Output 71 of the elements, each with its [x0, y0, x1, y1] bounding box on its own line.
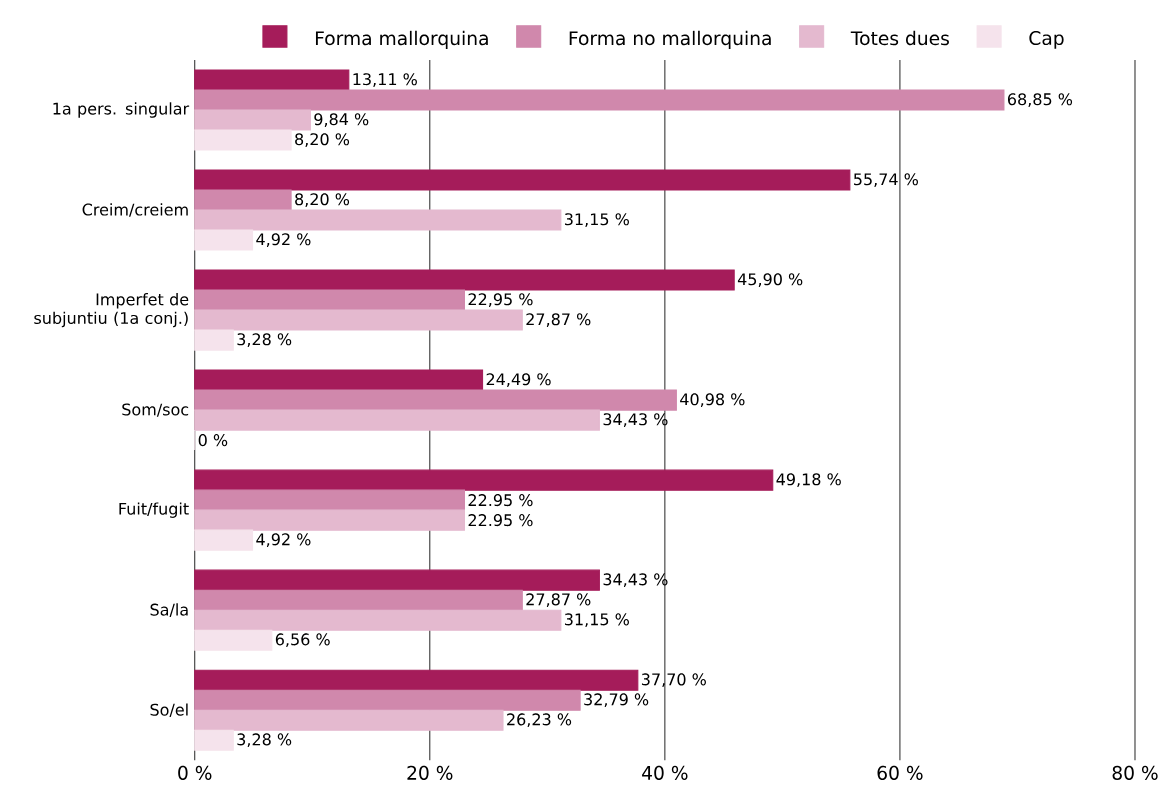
bar	[194, 589, 523, 611]
data-label: 49,18 %	[776, 473, 841, 488]
y-tick-label: Creim/creiem	[82, 203, 188, 217]
bar	[194, 709, 504, 731]
bar	[194, 109, 311, 131]
bar	[194, 469, 774, 491]
data-label: 34,43 %	[603, 413, 668, 428]
bar	[194, 189, 292, 211]
legend-label: Forma mallorquina	[315, 30, 488, 49]
bar	[194, 389, 677, 411]
bar	[194, 229, 254, 251]
bar	[194, 669, 639, 691]
data-label: 55,74 %	[854, 173, 918, 187]
bar	[194, 69, 350, 91]
legend-label: Cap	[1029, 31, 1064, 49]
data-label: 40,98 %	[680, 393, 745, 408]
y-tick-label: 1a pers. singular	[53, 102, 190, 118]
bar	[194, 569, 600, 591]
x-tick-label: 60 %	[877, 765, 923, 780]
data-label: 34,43 %	[603, 573, 668, 588]
y-tick-label: Imperfet de subjuntiu (1a conj.)	[34, 293, 189, 328]
legend-label: Forma no mallorquina	[569, 30, 771, 49]
bar	[194, 309, 523, 331]
bar	[194, 89, 1005, 111]
bar	[194, 409, 600, 431]
bar	[194, 689, 581, 711]
data-label: 0 %	[198, 434, 228, 447]
data-label: 31,15 %	[564, 613, 629, 628]
data-label: 26,23 %	[507, 713, 572, 728]
x-tick-label: 20 %	[407, 765, 453, 780]
data-label: 68,85 %	[1007, 93, 1073, 107]
data-label: 27,87 %	[526, 593, 591, 608]
data-label: 22.95 %	[468, 494, 533, 507]
y-tick-label: Sa/la	[150, 603, 188, 618]
y-tick-label: Som/soc	[122, 403, 189, 417]
data-label: 45,90 %	[737, 273, 803, 287]
bar	[194, 209, 562, 231]
data-label: 3,28 %	[237, 333, 292, 348]
bar	[194, 129, 292, 151]
data-label: 32,79 %	[584, 693, 649, 708]
bar	[194, 369, 484, 391]
data-label: 8,20 %	[295, 133, 350, 147]
bar	[194, 629, 273, 651]
data-label: 4,92 %	[256, 533, 311, 548]
bar	[194, 529, 254, 551]
y-tick-label: So/el	[150, 703, 188, 718]
data-label: 27,87 %	[526, 313, 591, 327]
data-label: 6,56 %	[275, 633, 330, 648]
data-label: 4,92 %	[256, 233, 311, 247]
x-tick-label: 80 %	[1112, 765, 1158, 780]
x-tick-label: 40 %	[642, 765, 688, 780]
bar	[194, 729, 234, 751]
data-label: 8,20 %	[295, 193, 350, 207]
bar	[194, 329, 234, 351]
y-tick-label: Fuit/fugit	[119, 502, 189, 518]
bar	[194, 609, 562, 631]
data-label: 9,84 %	[314, 113, 369, 127]
bar	[194, 269, 735, 291]
data-label: 22.95 %	[468, 514, 533, 527]
legend-label: Totes dues	[850, 30, 949, 46]
data-label: 3,28 %	[237, 733, 292, 748]
bar	[194, 509, 465, 531]
bar	[194, 289, 465, 311]
data-label: 24,49 %	[486, 373, 551, 388]
x-tick-label: 0 %	[178, 765, 212, 780]
bar	[194, 489, 465, 511]
bar	[194, 169, 851, 191]
data-label: 31,15 %	[564, 213, 629, 227]
data-label: 22,95 %	[468, 293, 533, 307]
data-label: 13,11 %	[353, 73, 417, 87]
data-label: 37,70 %	[641, 673, 706, 688]
